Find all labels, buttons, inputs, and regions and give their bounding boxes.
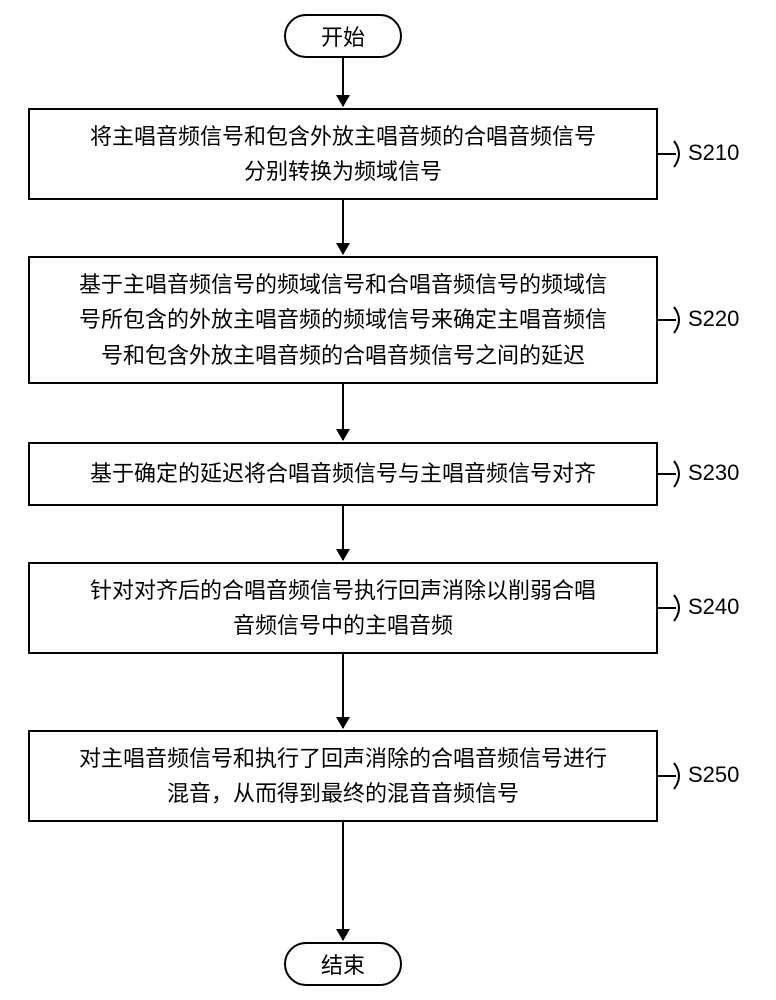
step-label-s230: S230 [688, 460, 739, 486]
process-text-s250: 对主唱音频信号和执行了回声消除的合唱音频信号进行混音，从而得到最终的混音音频信号 [50, 741, 636, 811]
process-text-s220: 基于主唱音频信号的频域信号和合唱音频信号的频域信号所包含的外放主唱音频的频域信号… [50, 267, 636, 373]
process-s230: 基于确定的延迟将合唱音频信号与主唱音频信号对齐 [28, 442, 658, 506]
flowchart-container: 开始将主唱音频信号和包含外放主唱音频的合唱音频信号分别转换为频域信号 S210 基于… [0, 0, 776, 1000]
arrow [342, 58, 344, 106]
process-text-s240: 针对对齐后的合唱音频信号执行回声消除以削弱合唱音频信号中的主唱音频 [50, 573, 636, 643]
process-s250: 对主唱音频信号和执行了回声消除的合唱音频信号进行混音，从而得到最终的混音音频信号 [28, 730, 658, 822]
step-label-s250: S250 [688, 762, 739, 788]
step-label-s240: S240 [688, 594, 739, 620]
arrow [342, 654, 344, 728]
process-s220: 基于主唱音频信号的频域信号和合唱音频信号的频域信号所包含的外放主唱音频的频域信号… [28, 256, 658, 384]
process-text-s210: 将主唱音频信号和包含外放主唱音频的合唱音频信号分别转换为频域信号 [50, 119, 636, 189]
process-text-s230: 基于确定的延迟将合唱音频信号与主唱音频信号对齐 [50, 456, 636, 491]
arrow [342, 200, 344, 254]
arrow [342, 822, 344, 940]
process-s240: 针对对齐后的合唱音频信号执行回声消除以削弱合唱音频信号中的主唱音频 [28, 562, 658, 654]
terminal-start: 开始 [284, 14, 402, 58]
arrow [342, 506, 344, 560]
terminal-end: 结束 [284, 942, 402, 986]
step-label-s220: S220 [688, 306, 739, 332]
arrow [342, 384, 344, 440]
step-label-s210: S210 [688, 140, 739, 166]
process-s210: 将主唱音频信号和包含外放主唱音频的合唱音频信号分别转换为频域信号 [28, 108, 658, 200]
